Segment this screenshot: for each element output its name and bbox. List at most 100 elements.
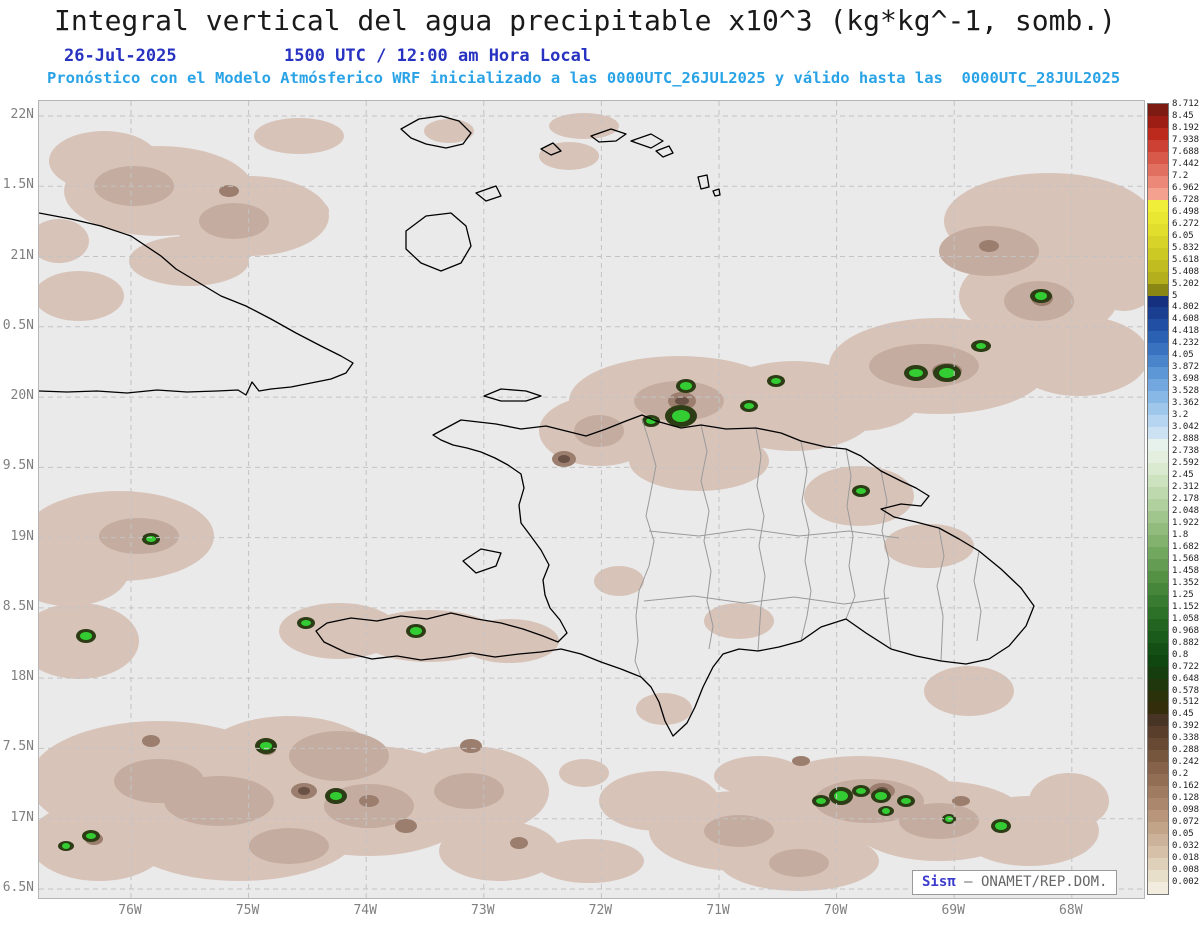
colorbar-tick-label: 0.722 bbox=[1172, 661, 1200, 672]
colorbar-tick-label: 8.45 bbox=[1172, 110, 1194, 121]
lat-tick-label: 17N bbox=[10, 809, 34, 825]
lon-tick-label: 72W bbox=[588, 903, 613, 918]
valid-date: 26-Jul-2025 bbox=[64, 46, 177, 66]
colorbar-cell bbox=[1148, 127, 1168, 141]
colorbar-tick-label: 6.498 bbox=[1172, 206, 1200, 217]
colorbar-cell bbox=[1148, 451, 1168, 464]
colorbar-tick-label: 0.018 bbox=[1172, 853, 1200, 864]
colorbar-tick-label: 0.512 bbox=[1172, 697, 1200, 708]
colorbar-cell bbox=[1148, 175, 1168, 189]
colorbar-cell bbox=[1148, 798, 1168, 811]
colorbar-cell bbox=[1148, 630, 1168, 644]
colorbar-tick-label: 6.272 bbox=[1172, 218, 1200, 229]
colorbar-tick-label: 3.362 bbox=[1172, 398, 1200, 409]
colorbar-cell bbox=[1148, 642, 1168, 656]
colorbar-cell bbox=[1148, 738, 1168, 751]
colorbar-cell bbox=[1148, 259, 1168, 273]
colorbar-tick-label: 2.45 bbox=[1172, 470, 1194, 481]
colorbar-tick-label: 3.528 bbox=[1172, 386, 1200, 397]
colorbar-tick-label: 1.458 bbox=[1172, 565, 1200, 576]
colorbar-tick-label: 2.312 bbox=[1172, 482, 1200, 493]
lat-tick-label: 18N bbox=[10, 669, 34, 685]
colorbar-tick-label: 7.938 bbox=[1172, 134, 1200, 145]
forecast-description: Pronóstico con el Modelo Atmósferico WRF… bbox=[47, 69, 1121, 87]
lat-tick-label: 9.5N bbox=[2, 458, 34, 474]
colorbar-tick-label: 6.728 bbox=[1172, 194, 1200, 205]
colorbar-cell bbox=[1148, 582, 1168, 596]
colorbar-tick-label: 5.408 bbox=[1172, 266, 1200, 277]
lat-tick-label: 20N bbox=[10, 388, 34, 404]
colorbar-cell bbox=[1148, 199, 1168, 213]
colorbar-tick-label: 6.05 bbox=[1172, 230, 1194, 241]
coastline-caicos-4 bbox=[655, 145, 674, 158]
colorbar-tick-label: 0.45 bbox=[1172, 709, 1194, 720]
coastline-little-inagua bbox=[475, 185, 502, 202]
colorbar-tick-label: 0.162 bbox=[1172, 781, 1200, 792]
colorbar-tick-label: 0.8 bbox=[1172, 649, 1189, 660]
colorbar-tick-label: 0.032 bbox=[1172, 841, 1200, 852]
lat-tick-label: 21N bbox=[10, 247, 34, 263]
colorbar-tick-label: 1.058 bbox=[1172, 613, 1200, 624]
colorbar-tick-label: 3.872 bbox=[1172, 362, 1200, 373]
colorbar-tick-label: 1.152 bbox=[1172, 601, 1200, 612]
colorbar-cell bbox=[1148, 774, 1168, 787]
colorbar-cell bbox=[1148, 331, 1168, 344]
colorbar-cell bbox=[1148, 391, 1168, 404]
colorbar-tick-label: 7.2 bbox=[1172, 170, 1189, 181]
colorbar-tick-label: 1.922 bbox=[1172, 517, 1200, 528]
colorbar-tick-label: 0.2 bbox=[1172, 769, 1189, 780]
colorbar-cell bbox=[1148, 762, 1168, 775]
colorbar-cell bbox=[1148, 606, 1168, 620]
lat-tick-label: 7.5N bbox=[2, 739, 34, 755]
lon-tick-label: 70W bbox=[823, 903, 848, 918]
coastline-caicos-2 bbox=[590, 128, 627, 143]
lon-tick-label: 68W bbox=[1059, 903, 1083, 918]
coastline-caicos-1 bbox=[540, 142, 562, 156]
coastline-north-cay bbox=[400, 115, 472, 149]
colorbar-cell bbox=[1148, 714, 1168, 727]
colorbar-tick-label: 1.8 bbox=[1172, 529, 1189, 540]
coastline-turk-cay bbox=[712, 188, 721, 197]
coastlines bbox=[39, 115, 1035, 737]
colorbar-cell bbox=[1148, 570, 1168, 584]
colorbar-tick-label: 0.05 bbox=[1172, 829, 1194, 840]
colorbar-cell bbox=[1148, 475, 1168, 488]
colorbar-tick-label: 7.688 bbox=[1172, 146, 1200, 157]
colorbar-tick-label: 2.178 bbox=[1172, 494, 1200, 504]
colorbar-cell bbox=[1148, 235, 1168, 249]
lon-tick-label: 71W bbox=[706, 903, 730, 918]
colorbar-cell bbox=[1148, 283, 1168, 296]
colorbar-cell bbox=[1148, 666, 1168, 680]
colorbar-cell bbox=[1148, 115, 1168, 129]
colorbar-tick-label: 0.128 bbox=[1172, 793, 1200, 804]
valid-time: 1500 UTC / 12:00 am Hora Local bbox=[284, 46, 592, 66]
colorbar-cell bbox=[1148, 678, 1168, 691]
colorbar-tick-label: 0.002 bbox=[1172, 877, 1200, 888]
lat-tick-label: 6.5N bbox=[2, 879, 34, 895]
colorbar-tick-label: 3.042 bbox=[1172, 422, 1200, 433]
coastline-grand-turk bbox=[697, 174, 710, 190]
colorbar-cell bbox=[1148, 702, 1168, 715]
coastline-caicos-3 bbox=[630, 133, 664, 149]
colorbar-tick-label: 4.418 bbox=[1172, 326, 1200, 337]
colorbar-cell bbox=[1148, 726, 1168, 739]
colorbar-tick-label: 1.682 bbox=[1172, 541, 1200, 552]
colorbar-cell bbox=[1148, 882, 1168, 895]
colorbar-cell bbox=[1148, 271, 1168, 285]
colorbar-cell bbox=[1148, 139, 1168, 153]
admin-boundaries bbox=[634, 418, 982, 678]
colorbar-cell bbox=[1148, 534, 1168, 548]
coastline-tortuga bbox=[483, 388, 542, 402]
coastline-hispaniola bbox=[315, 414, 1035, 737]
colorbar-cell bbox=[1148, 427, 1168, 440]
colorbar-tick-label: 4.232 bbox=[1172, 338, 1200, 349]
colorbar-tick-label: 8.192 bbox=[1172, 122, 1200, 133]
colorbar-tick-label: 3.698 bbox=[1172, 374, 1200, 385]
colorbar-tick-label: 0.882 bbox=[1172, 637, 1200, 648]
colorbar-cell bbox=[1148, 104, 1168, 117]
colorbar-cell bbox=[1148, 307, 1168, 320]
colorbar-tick-label: 1.352 bbox=[1172, 577, 1200, 588]
colorbar-tick-label: 1.25 bbox=[1172, 589, 1194, 600]
colorbar-cell bbox=[1148, 211, 1168, 225]
